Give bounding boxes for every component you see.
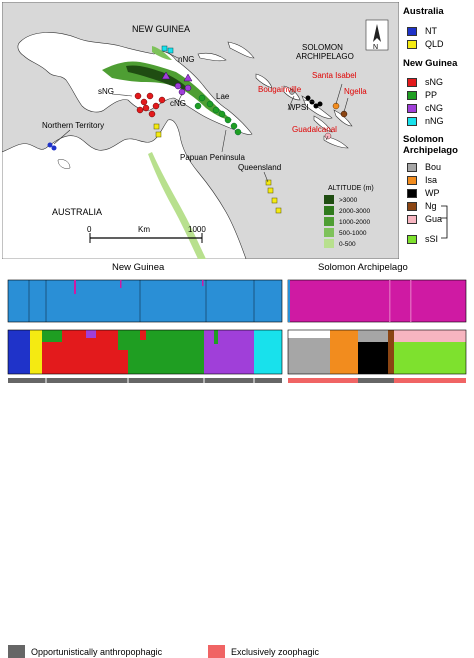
ng-kn-bar [7,329,283,375]
svg-text:Km: Km [138,225,150,234]
legend-solomon-title-2: Archipelago [403,145,458,156]
anthropophagic-swatch [8,645,25,658]
australia-landmass [2,119,247,259]
label-queensland: Queensland [238,163,281,172]
label-solomon-2: ARCHIPELAGO [296,52,354,61]
legend-qld: QLD [407,39,444,49]
zoophagic-swatch [208,645,225,658]
svg-text:1000-2000: 1000-2000 [339,219,370,226]
svg-text:N: N [373,44,378,51]
admixture-bars [7,279,467,383]
label-guadalcanal: Guadalcanal [292,125,337,134]
legend-australia-title: Australia [403,6,444,17]
legend-ng: Ng [407,201,437,211]
legend-isa: Isa [407,175,437,185]
label-new-guinea: NEW GUINEA [132,24,190,34]
label-nng: nNG [178,55,194,64]
altitude-legend: ALTITUDE (m) >3000 2000-3000 1000-2000 5… [324,185,374,248]
svg-text:0-500: 0-500 [339,241,356,248]
svg-text:0: 0 [87,225,92,234]
study-area-map: NEW GUINEA SOLOMON ARCHIPELAGO AUSTRALIA… [2,2,399,259]
new-guinea-panel-title: New Guinea [112,262,165,273]
label-santa-isabel: Santa Isabel [312,71,357,80]
ng-k2-bar [7,279,283,323]
label-lae: Lae [216,92,230,101]
structure-plots: New Guinea Solomon Archipelago [0,260,474,658]
svg-text:>3000: >3000 [339,197,358,204]
legend-new-guinea-title: New Guinea [403,58,458,69]
solomon-k2-bar [287,279,467,323]
svg-text:500-1000: 500-1000 [339,230,367,237]
label-ngella: Ngella [344,87,367,96]
legend-gua: Gua [407,214,442,224]
label-solomon-1: SOLOMON [302,43,343,52]
legend-ssi: sSI [407,234,438,244]
legend-pp: PP [407,90,437,100]
legend-sng: sNG [407,77,443,87]
legend-nng: nNG [407,116,444,126]
label-wpsi: WPSI [288,103,308,112]
label-sng: sNG [98,87,114,96]
scale-bar: 0 Km 1000 [87,225,206,243]
legend-wp: WP [407,188,440,198]
legend-nt: NT [407,26,437,36]
grouping-bracket [441,205,448,239]
key-anthropophagic: Opportunistically anthropophagic [8,645,162,658]
new-guinea-landmass [17,32,253,135]
legend-solomon-title-1: Solomon [403,134,444,145]
north-arrow-icon: N [365,19,389,51]
population-legend: Australia NT QLD New Guinea sNG PP cNG n… [401,2,473,259]
label-papuan-peninsula: Papuan Peninsula [180,153,245,162]
key-zoophagic: Exclusively zoophagic [208,645,319,658]
svg-text:2000-3000: 2000-3000 [339,208,370,215]
legend-bou: Bou [407,162,441,172]
altitude-title: ALTITUDE (m) [328,185,374,192]
sample-sites [47,45,348,214]
legend-cng: cNG [407,103,443,113]
solomon-panel-title: Solomon Archipelago [318,262,408,273]
solomon-kn-bar [287,329,467,375]
label-bougainville: Bougainville [258,85,302,94]
label-cng: cNG [170,99,186,108]
label-australia: AUSTRALIA [52,207,102,217]
svg-text:1000: 1000 [188,225,206,234]
behaviour-strip [8,378,466,383]
label-northern-territory: Northern Territory [42,121,104,130]
